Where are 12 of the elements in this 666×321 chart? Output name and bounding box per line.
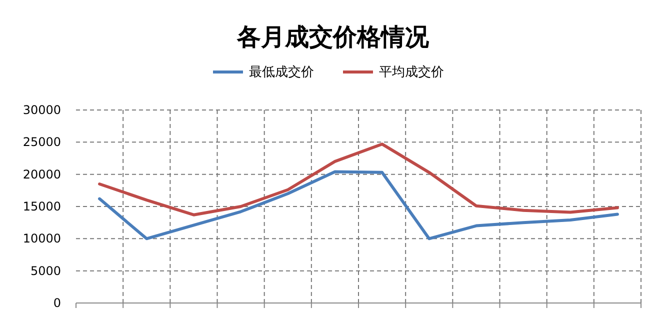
legend-label: 平均成交价 bbox=[379, 64, 444, 80]
y-tick-label: 10000 bbox=[22, 232, 61, 246]
chart-title: 各月成交价格情况 bbox=[236, 22, 430, 51]
y-tick-label: 30000 bbox=[22, 103, 61, 117]
line-series bbox=[98, 170, 619, 240]
y-tick-label: 5000 bbox=[30, 264, 61, 278]
y-tick-label: 20000 bbox=[22, 167, 61, 182]
y-tick-label: 15000 bbox=[22, 200, 61, 214]
legend-label: 最低成交价 bbox=[249, 64, 314, 80]
line-series bbox=[98, 142, 619, 216]
y-tick-label: 0 bbox=[53, 296, 61, 310]
y-tick-label: 25000 bbox=[22, 135, 61, 150]
